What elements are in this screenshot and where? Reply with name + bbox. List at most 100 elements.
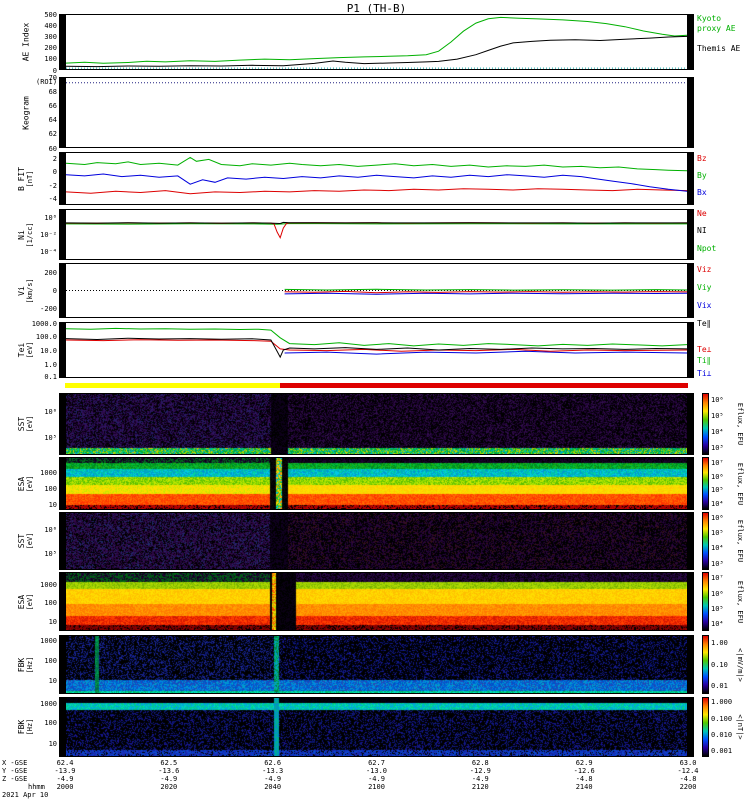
sst-ion-colorbar [702,393,709,455]
footer-value-0-1: 62.5 [160,759,178,767]
b-fit-series-bx [66,173,687,192]
ae-index-legend-2: Themis AE [697,43,741,53]
ni-legend-0: Ne [697,209,707,219]
footer-value-3-5: 2140 [575,783,593,791]
fbk-e-cbar-tick-0: 1.00 [711,638,728,647]
footer-value-3-0: 2000 [56,783,74,791]
ae-index-ytick-3: 200 [44,44,57,53]
tei-series-ti-perp [284,350,687,355]
fbk-e-colorbar [702,635,709,694]
fbk-b-spectrogram [66,698,687,756]
fbk-b-ytick-0: 1000 [40,699,57,708]
esa-ion-cbar-tick-3: 10⁴ [711,500,724,509]
sst-electron-axis-bar-right [688,512,694,570]
ae-index-ytick-5: 0 [52,66,57,75]
sst-electron-spectrogram [66,513,687,569]
tei-ytick-4: 0.1 [44,373,57,382]
footer-row-label-1: Y -GSE [2,767,28,775]
sst-ion-ylabel: SST [eV] [17,416,35,433]
keogram-plot [66,82,687,84]
sst-ion-axis-bar-left [59,393,65,455]
esa-electron-cbar-label: Eflux, EFU [736,580,744,623]
sst-electron-ylabel: SST [eV] [17,533,35,550]
ni-ytick-2: 10⁻⁴ [40,247,57,256]
esa-electron-ytick-1: 100 [44,599,57,608]
footer-value-3-6: 2200 [679,783,697,791]
footer-row-label-3: hhmm [28,783,45,791]
esa-electron-cbar-tick-2: 10⁵ [711,605,724,614]
vi-legend-1: Viy [697,282,712,292]
footer-row-label-2: Z -GSE [2,775,28,783]
mode-bar-segment-0 [65,383,280,388]
ni-series-ni [66,221,687,225]
ae-index-ytick-4: 100 [44,55,57,64]
ae-index-plot [66,16,687,69]
esa-electron-spectrogram [66,573,687,630]
ae-index-axis-bar-left [59,14,65,70]
vi-axis-bar-left [59,263,65,318]
mode-bar-segment-1 [279,383,688,388]
b-fit-ytick-3: -4 [48,194,57,203]
keogram-ytick-1: 68 [48,87,57,96]
keogram-ytick-0: 70 [48,73,57,82]
sst-ion-cbar-tick-2: 10⁴ [711,427,724,436]
ni-plot [66,221,687,239]
ni-legend-1: NI [697,226,707,236]
sst-ion-spectrogram [66,394,687,454]
b-fit-ytick-0: 2 [52,155,57,164]
keogram-ytick-5: 60 [48,144,57,153]
footer-value-1-0: -13.9 [54,767,76,775]
ni-panel [65,209,688,260]
esa-ion-cbar-label: Eflux, EFU [736,462,744,505]
footer-date: 2021 Apr 10 [2,791,49,799]
sst-ion-cbar-label: Eflux, EFU [736,402,744,446]
tei-legend-2: Ti∥ [697,355,711,365]
footer-value-2-5: -4.8 [575,775,593,783]
tei-ytick-1: 100.0 [35,332,57,341]
ae-index-legend-0: Kyoto [697,14,722,24]
esa-ion-axis-bar-right [688,457,694,510]
esa-ion-cbar-tick-0: 10⁷ [711,458,724,467]
fbk-e-cbar-label: <|mV/m|> [736,647,744,682]
tei-ytick-3: 1.0 [44,360,57,369]
esa-electron-ytick-2: 10 [48,618,57,627]
ni-ytick-0: 10⁰ [44,214,57,223]
footer-value-0-3: 62.7 [368,759,385,767]
vi-panel [65,263,688,318]
fbk-e-axis-bar-left [59,635,65,694]
footer-value-0-6: 63.0 [679,759,697,767]
b-fit-axis-bar-left [59,152,65,205]
footer-value-1-2: -13.3 [262,767,284,775]
ni-ytick-1: 10⁻² [40,231,57,239]
footer-value-2-0: -4.9 [56,775,74,783]
sst-ion-ytick-0: 10⁶ [44,408,57,417]
sst-electron-ytick-0: 10⁶ [44,525,57,534]
sst-electron-cbar-tick-3: 10³ [711,559,724,568]
footer-value-2-4: -4.9 [471,775,489,783]
ae-index-ytick-2: 300 [44,32,57,41]
b-fit-legend-0: Bz [697,153,707,163]
ae-index-panel [65,14,688,70]
sst-ion-cbar-tick-1: 10⁵ [711,411,724,420]
tei-legend-3: Ti⊥ [697,369,712,379]
fbk-b-axis-bar-left [59,697,65,757]
esa-ion-panel [65,457,688,510]
keogram-ytick-3: 64 [48,116,57,125]
sst-ion-cbar-tick-3: 10³ [711,444,724,453]
sst-electron-ylabel-text: SST [17,533,26,549]
sst-electron-ytick-1: 10⁵ [44,550,57,559]
ae-index-series-kyoto-proxy-ae [66,16,687,64]
esa-electron-axis-bar-left [59,572,65,631]
fbk-e-spectrogram [66,636,687,693]
vi-ytick-2: -200 [40,305,57,314]
tei-panel [65,322,688,378]
sst-ion-panel [65,393,688,455]
sst-ion-cbar-tick-0: 10⁶ [711,395,724,404]
keogram-panel [65,77,688,148]
keogram-ytick-2: 66 [48,101,57,110]
footer-value-2-2: -4.9 [264,775,282,783]
footer-value-0-5: 62.9 [575,759,593,767]
esa-ion-ytick-1: 100 [44,485,57,494]
esa-ion-colorbar [702,457,709,510]
esa-ion-ytick-2: 10 [48,501,57,510]
